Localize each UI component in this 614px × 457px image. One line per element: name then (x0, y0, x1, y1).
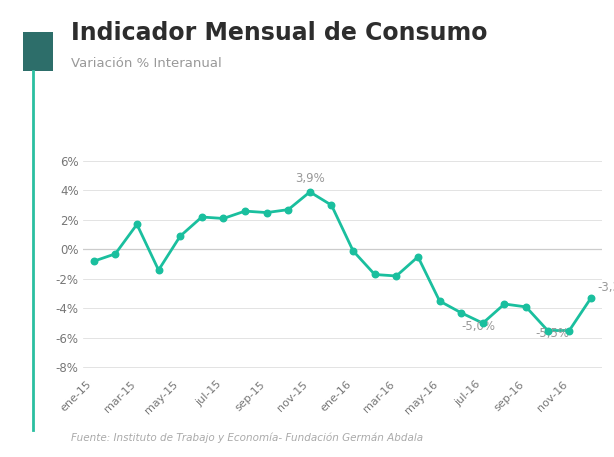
Point (500, 300, 510, 308)
Point (305, 188, 315, 196)
Point (111, 250, 120, 257)
Point (89, 258, 99, 265)
Point (521, 303, 531, 311)
Point (543, 327, 553, 334)
Text: -3,3%: -3,3% (597, 281, 614, 294)
Point (586, 294, 596, 302)
Point (478, 319, 488, 327)
Point (564, 327, 574, 334)
Point (283, 206, 293, 213)
Point (435, 298, 445, 305)
Point (370, 271, 379, 278)
Point (132, 221, 142, 228)
Point (392, 272, 402, 280)
Text: -5,0%: -5,0% (462, 320, 495, 333)
Point (240, 207, 250, 215)
Point (456, 309, 466, 317)
Text: -5,5%: -5,5% (535, 327, 569, 340)
Point (262, 209, 271, 216)
Point (219, 215, 228, 222)
Point (175, 233, 185, 240)
Text: Fuente: Instituto de Trabajo y Economía- Fundación Germán Abdala: Fuente: Instituto de Trabajo y Economía-… (71, 433, 422, 443)
Point (154, 266, 163, 274)
Point (413, 253, 423, 260)
Point (197, 213, 207, 221)
Point (327, 202, 336, 209)
Point (348, 247, 358, 255)
Text: 3,9%: 3,9% (295, 172, 325, 185)
Text: Variación % Interanual: Variación % Interanual (71, 57, 222, 70)
Text: Indicador Mensual de Consumo: Indicador Mensual de Consumo (71, 21, 487, 45)
